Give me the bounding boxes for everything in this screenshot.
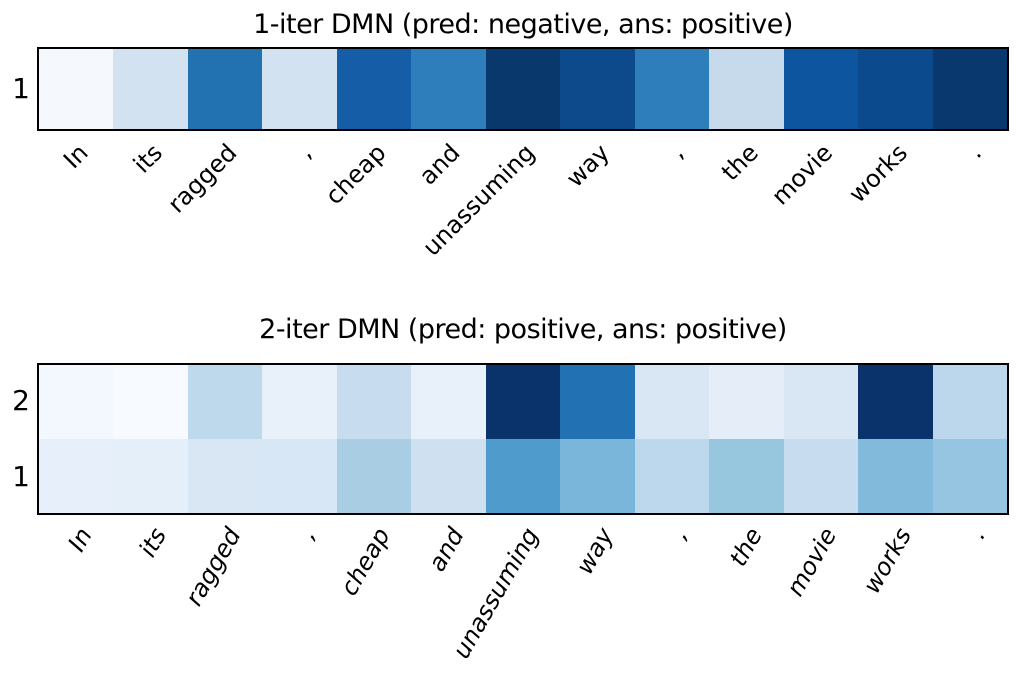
x-tick-word: movie xyxy=(781,523,843,601)
x-tick-word: works xyxy=(857,523,917,599)
x-tick-word: In xyxy=(58,138,94,175)
x-tick-word: way xyxy=(560,138,615,193)
heatmap-row xyxy=(39,439,1008,513)
heatmap-cell xyxy=(187,49,263,129)
x-tick-word: works xyxy=(842,138,913,209)
chart-title-2iter: 2-iter DMN (pred: positive, ans: positiv… xyxy=(259,314,787,345)
x-tick-word: and xyxy=(423,523,471,577)
heatmap-cell xyxy=(336,365,412,439)
x-tick-word: In xyxy=(62,523,98,557)
heatmap-cell xyxy=(932,365,1008,439)
chart-title-1iter: 1-iter DMN (pred: negative, ans: positiv… xyxy=(253,9,793,40)
heatmap-cell xyxy=(411,439,486,513)
heatmap-cell xyxy=(634,49,710,129)
heatmap-cell xyxy=(932,439,1008,513)
heatmap-cell xyxy=(783,439,859,513)
heatmap-cell xyxy=(411,49,486,129)
heatmap-grid-1iter xyxy=(37,47,1009,131)
heatmap-cell xyxy=(39,365,114,439)
x-tick-word: and xyxy=(414,138,466,191)
x-tick-word: the xyxy=(716,138,764,187)
heatmap-cell xyxy=(858,49,933,129)
x-tick-word: , xyxy=(664,138,690,164)
x-tick-word: , xyxy=(291,138,317,164)
heatmap-cell xyxy=(858,365,933,439)
heatmap-cell xyxy=(560,365,635,439)
heatmap-cell xyxy=(113,439,188,513)
heatmap-cell xyxy=(113,365,188,439)
heatmap-cell xyxy=(560,439,635,513)
heatmap-cell xyxy=(485,49,561,129)
heatmap-cell xyxy=(262,49,337,129)
x-tick-word: . xyxy=(963,523,992,544)
y-tick-label: 1 xyxy=(12,460,30,493)
x-tick-word: , xyxy=(665,523,694,544)
x-tick-word: . xyxy=(961,138,988,164)
heatmap-cell xyxy=(709,49,784,129)
heatmap-cell xyxy=(39,49,114,129)
heatmap-cell xyxy=(485,365,561,439)
x-tick-word: , xyxy=(293,523,322,544)
heatmap-cell xyxy=(783,365,859,439)
heatmap-cell xyxy=(709,365,784,439)
heatmap-cell xyxy=(262,365,337,439)
heatmap-cell xyxy=(262,439,337,513)
y-tick-label: 1 xyxy=(12,72,30,105)
x-tick-word: cheap xyxy=(319,138,392,211)
heatmap-cell xyxy=(187,365,263,439)
heatmap-cell xyxy=(858,439,933,513)
heatmap-cell xyxy=(560,49,635,129)
x-tick-word: cheap xyxy=(334,523,396,601)
heatmap-cell xyxy=(411,365,486,439)
heatmap-cell xyxy=(336,439,412,513)
heatmap-cell xyxy=(932,49,1008,129)
heatmap-cell xyxy=(187,439,263,513)
x-tick-word: way xyxy=(570,523,619,580)
x-tick-word: ragged xyxy=(162,138,243,219)
x-tick-word: ragged xyxy=(179,523,247,611)
heatmap-cell xyxy=(39,439,114,513)
heatmap-cell xyxy=(113,49,188,129)
heatmap-cell xyxy=(709,439,784,513)
y-tick-label: 2 xyxy=(12,384,30,417)
heatmap-cell xyxy=(783,49,859,129)
heatmap-grid-2iter xyxy=(37,363,1009,515)
heatmap-cell xyxy=(634,365,710,439)
heatmap-cell xyxy=(336,49,412,129)
x-tick-word: its xyxy=(133,523,173,562)
heatmap-cell xyxy=(485,439,561,513)
heatmap-row xyxy=(39,49,1008,129)
heatmap-cell xyxy=(634,439,710,513)
x-tick-word: its xyxy=(128,138,169,179)
x-tick-word: the xyxy=(723,523,768,572)
x-tick-word: movie xyxy=(766,138,839,211)
heatmap-row xyxy=(39,365,1008,439)
